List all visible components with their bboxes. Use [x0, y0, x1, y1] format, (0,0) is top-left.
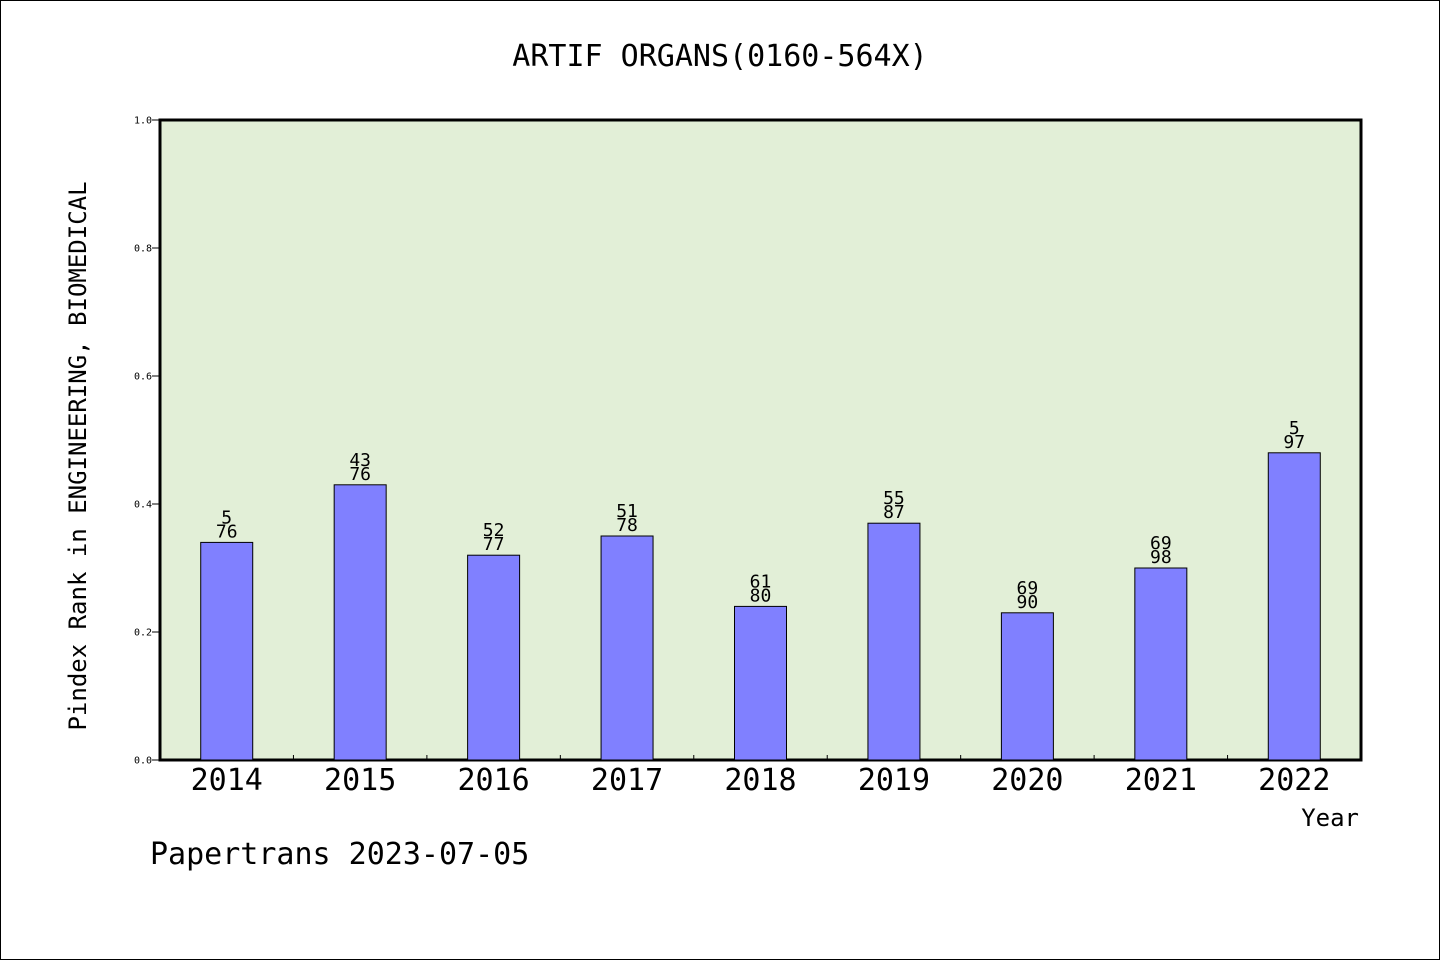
bar-2017: [600, 535, 654, 761]
y-axis-label: Pindex Rank in ENGINEERING, BIOMEDICAL: [64, 181, 92, 730]
rank-label: 43: [349, 450, 371, 471]
x-tick-label: 2020: [991, 763, 1063, 798]
x-tick-label: 2021: [1125, 763, 1197, 798]
x-tick-label: 2019: [858, 763, 930, 798]
total-label: 77: [483, 534, 505, 555]
total-label: 80: [750, 585, 772, 606]
bar-2014: [200, 541, 254, 761]
x-tick-label: 2015: [324, 763, 396, 798]
rank-label: 69: [1150, 533, 1172, 554]
bar-series: [200, 452, 1321, 761]
bar-2022: [1267, 452, 1321, 761]
rank-label: 52: [483, 520, 505, 541]
bar-2021: [1134, 567, 1188, 761]
rank-label: 5: [221, 507, 232, 528]
bar-2015: [333, 484, 387, 761]
total-label: 98: [1150, 547, 1172, 568]
bar-2020: [1000, 612, 1054, 761]
x-tick-label: 2022: [1258, 763, 1330, 798]
rank-label: 5: [1289, 418, 1300, 439]
bar-2018: [734, 605, 787, 761]
bar-2016: [467, 554, 521, 761]
y-tick-label: 0.0: [134, 756, 152, 767]
y-axis-ticks: 0.0 0.2 0.4 0.6 0.8 1.0: [134, 116, 160, 767]
y-tick-label: 0.8: [134, 244, 152, 255]
x-tick-label: 2018: [724, 763, 796, 798]
total-label: 97: [1283, 432, 1305, 453]
x-tick-label: 2014: [191, 763, 263, 798]
chart-title: ARTIF ORGANS(0160-564X): [512, 39, 927, 74]
rank-label: 55: [883, 488, 905, 509]
x-axis-ticks: 2014 2015 2016 2017 2018 2019 2020 2021 2022: [191, 755, 1330, 798]
y-tick-label: 0.4: [134, 500, 152, 511]
x-tick-label: 2016: [457, 763, 529, 798]
rank-label: 69: [1017, 578, 1039, 599]
bar-2019: [867, 522, 921, 761]
total-label: 78: [616, 515, 638, 536]
x-axis-label: Year: [1301, 804, 1359, 832]
rank-label: 51: [616, 501, 638, 522]
footer-text: Papertrans 2023-07-05: [150, 837, 529, 872]
y-tick-label: 0.2: [134, 628, 152, 639]
total-label: 90: [1017, 592, 1039, 613]
rank-label: 61: [750, 571, 772, 592]
total-label: 76: [216, 521, 238, 542]
y-tick-label: 0.6: [134, 372, 152, 383]
total-label: 87: [883, 502, 905, 523]
x-tick-label: 2017: [591, 763, 663, 798]
y-tick-label: 1.0: [134, 116, 152, 127]
total-label: 76: [349, 464, 371, 485]
